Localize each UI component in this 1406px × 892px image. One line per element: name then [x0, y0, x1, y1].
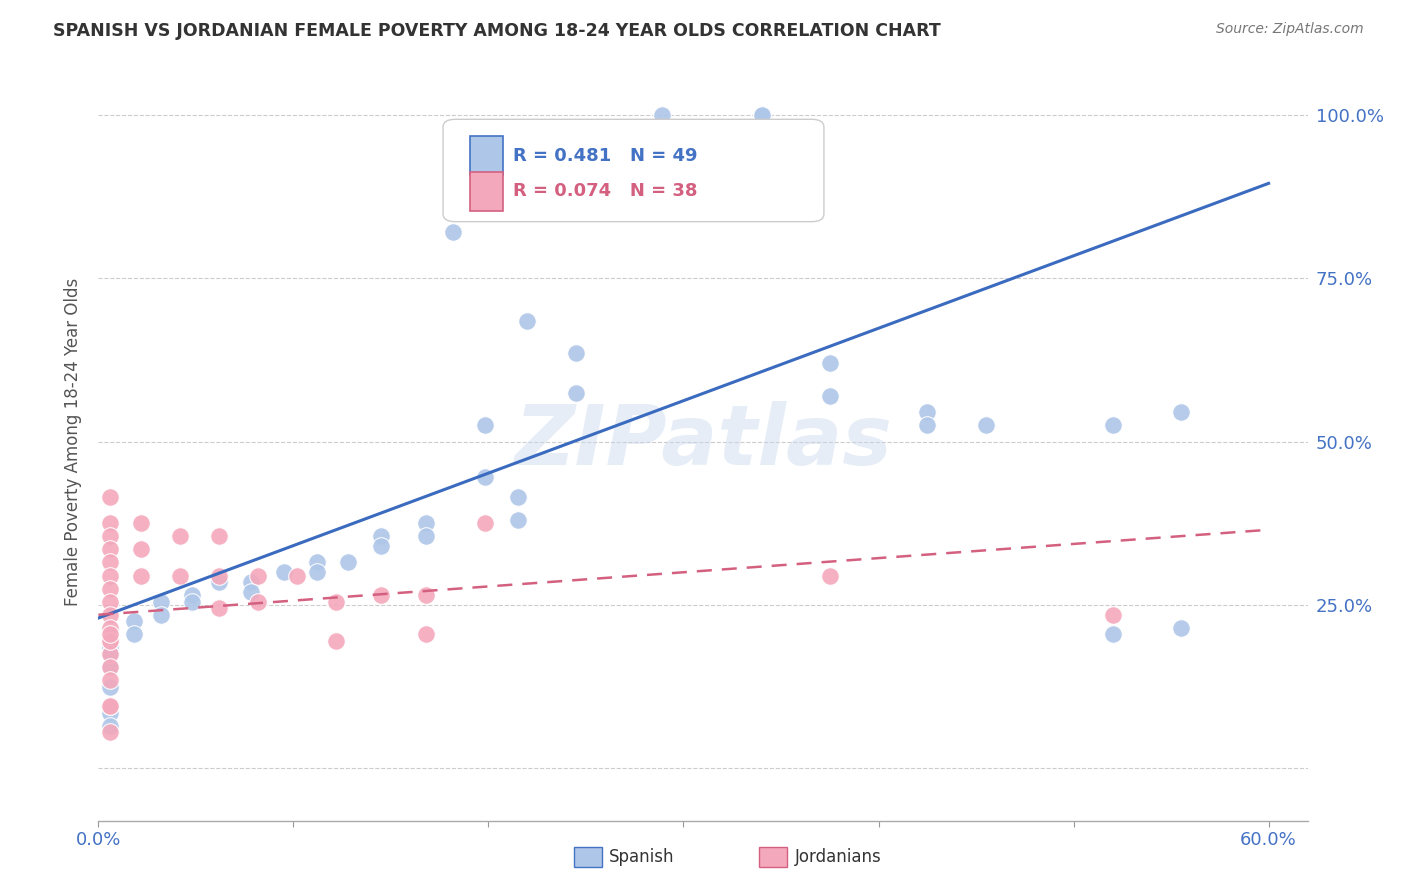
Point	[98, 627, 121, 641]
Point	[98, 582, 121, 596]
Point	[1170, 405, 1192, 419]
Point	[98, 621, 121, 635]
Point	[370, 539, 392, 553]
Point	[1101, 418, 1123, 433]
Point	[98, 647, 121, 661]
Point	[131, 516, 153, 531]
Point	[516, 313, 538, 327]
Point	[98, 490, 121, 504]
Point	[98, 595, 121, 609]
Point	[98, 699, 121, 714]
Point	[370, 529, 392, 543]
Point	[98, 556, 121, 570]
Point	[917, 418, 939, 433]
Point	[98, 660, 121, 674]
Point	[98, 516, 121, 531]
Point	[208, 601, 231, 615]
Point	[751, 108, 773, 122]
Point	[208, 529, 231, 543]
Point	[98, 699, 121, 714]
Point	[818, 356, 841, 370]
Point	[415, 516, 437, 531]
Text: R = 0.481   N = 49: R = 0.481 N = 49	[513, 146, 697, 165]
Point	[98, 640, 121, 655]
Point	[305, 556, 328, 570]
Point	[917, 405, 939, 419]
Text: Jordanians: Jordanians	[794, 848, 882, 866]
Point	[818, 568, 841, 582]
Point	[149, 607, 172, 622]
Point	[98, 633, 121, 648]
Point	[325, 633, 347, 648]
Point	[474, 418, 496, 433]
Point	[818, 389, 841, 403]
Text: SPANISH VS JORDANIAN FEMALE POVERTY AMONG 18-24 YEAR OLDS CORRELATION CHART: SPANISH VS JORDANIAN FEMALE POVERTY AMON…	[53, 22, 941, 40]
Point	[181, 595, 204, 609]
Point	[98, 725, 121, 739]
Point	[122, 627, 145, 641]
Text: Source: ZipAtlas.com: Source: ZipAtlas.com	[1216, 22, 1364, 37]
Point	[131, 568, 153, 582]
Point	[651, 108, 673, 122]
FancyBboxPatch shape	[470, 136, 503, 176]
Point	[98, 673, 121, 687]
Point	[305, 566, 328, 580]
Text: R = 0.074   N = 38: R = 0.074 N = 38	[513, 182, 697, 201]
Point	[415, 529, 437, 543]
Point	[751, 108, 773, 122]
Point	[181, 588, 204, 602]
Point	[441, 226, 464, 240]
Point	[98, 529, 121, 543]
Y-axis label: Female Poverty Among 18-24 Year Olds: Female Poverty Among 18-24 Year Olds	[65, 277, 83, 606]
Point	[98, 633, 121, 648]
Point	[273, 566, 295, 580]
Point	[285, 568, 308, 582]
Point	[247, 595, 270, 609]
Point	[474, 516, 496, 531]
Point	[98, 660, 121, 674]
Point	[239, 585, 262, 599]
Point	[208, 575, 231, 590]
Point	[98, 680, 121, 694]
Point	[325, 595, 347, 609]
Point	[98, 542, 121, 557]
Point	[415, 627, 437, 641]
Point	[565, 346, 588, 360]
Point	[974, 418, 997, 433]
FancyBboxPatch shape	[443, 120, 824, 221]
Text: Spanish: Spanish	[609, 848, 675, 866]
Point	[506, 490, 529, 504]
Point	[169, 568, 191, 582]
Point	[98, 568, 121, 582]
Point	[169, 529, 191, 543]
Point	[370, 588, 392, 602]
Point	[565, 385, 588, 400]
Point	[149, 595, 172, 609]
Point	[208, 568, 231, 582]
Point	[1101, 607, 1123, 622]
Point	[239, 575, 262, 590]
Point	[122, 615, 145, 629]
Point	[98, 706, 121, 720]
Point	[98, 647, 121, 661]
Point	[1101, 627, 1123, 641]
Point	[98, 719, 121, 733]
Point	[131, 542, 153, 557]
Point	[474, 470, 496, 484]
Point	[98, 633, 121, 648]
Text: ZIPatlas: ZIPatlas	[515, 401, 891, 482]
Point	[247, 568, 270, 582]
Point	[1170, 621, 1192, 635]
Point	[415, 588, 437, 602]
Point	[506, 513, 529, 527]
Point	[337, 556, 360, 570]
FancyBboxPatch shape	[470, 171, 503, 211]
Point	[98, 607, 121, 622]
